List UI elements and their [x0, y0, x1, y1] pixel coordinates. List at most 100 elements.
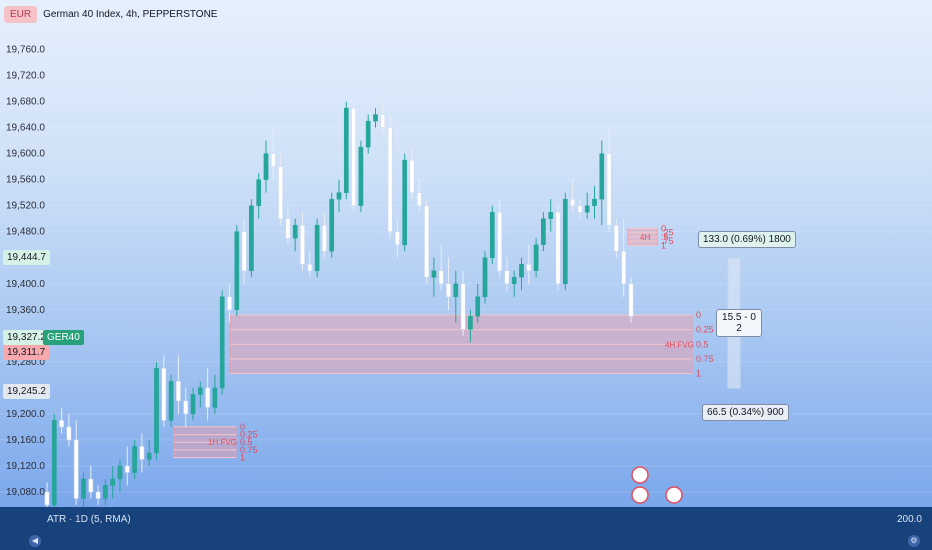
candle-body: [402, 159, 408, 245]
candle-body: [292, 224, 298, 239]
candle-body: [570, 198, 575, 206]
candle-body: [489, 211, 495, 258]
candle-body: [154, 368, 159, 454]
candle-body: [183, 400, 189, 415]
fvg-4h-label: 4H FVG: [665, 340, 694, 349]
settings-icon[interactable]: ⚙: [908, 535, 920, 547]
candle-body: [380, 114, 386, 128]
price-tag-red: 19,311.7: [3, 345, 50, 360]
candle-body: [614, 224, 619, 252]
fvg-1h-fib-label: 1: [240, 453, 245, 463]
candle-body: [176, 381, 181, 402]
event-icon: [665, 486, 683, 504]
candle-body: [541, 218, 546, 245]
y-tick-label: 19,360.0: [6, 305, 45, 316]
candle-body: [628, 283, 634, 317]
candle-body: [468, 316, 473, 330]
candle-body: [416, 192, 422, 206]
atr-value: 200.0: [896, 514, 922, 525]
candle-body: [285, 218, 291, 239]
chart-header: EUR German 40 Index, 4h, PEPPERSTONE: [4, 4, 217, 24]
candle-body: [606, 153, 612, 226]
currency-badge[interactable]: EUR: [4, 5, 38, 23]
y-tick-label: 19,560.0: [6, 175, 45, 186]
y-tick-label: 19,160.0: [6, 435, 45, 446]
candle-body: [365, 120, 371, 148]
position-ratio[interactable]: 15.5 - 0 2: [716, 309, 762, 337]
candle-body: [234, 231, 240, 311]
y-tick-label: 19,680.0: [6, 97, 45, 108]
fvg-4h-fib-label: 0.25: [696, 325, 714, 335]
candle-body: [533, 244, 539, 272]
candle-body: [314, 224, 320, 272]
candle-body: [73, 439, 79, 499]
candle-body: [278, 166, 283, 219]
candle-body: [59, 420, 64, 428]
candle-body: [205, 387, 210, 408]
y-tick-label: 19,200.0: [6, 409, 45, 420]
symbol-tag: GER40: [43, 330, 84, 345]
position-stop[interactable]: 66.5 (0.34%) 900: [702, 404, 789, 421]
fvg-tiny-fib-label: .75: [661, 236, 674, 246]
fvg-4h-fib-label: 1: [696, 369, 701, 379]
fvg-tiny-label: 4H: [640, 233, 650, 242]
candle-body: [424, 205, 429, 278]
price-tag-last: 19,444.7: [3, 250, 50, 265]
candle-body: [146, 452, 152, 460]
candle-body: [453, 283, 459, 298]
candle-body: [329, 198, 335, 252]
y-tick-label: 19,480.0: [6, 227, 45, 238]
candle-body: [621, 250, 627, 285]
candle-body: [227, 296, 232, 311]
candle-body: [577, 205, 583, 213]
candle-body: [599, 153, 605, 200]
candle-body: [139, 446, 145, 460]
event-icon: [631, 486, 649, 504]
candle-body: [497, 211, 502, 272]
y-tick-label: 19,600.0: [6, 149, 45, 160]
candle-body: [256, 179, 262, 206]
candle-body: [66, 426, 72, 441]
navigate-icon[interactable]: ◀: [29, 535, 41, 547]
candle-body: [241, 231, 247, 272]
candle-body: [373, 114, 378, 122]
candle-body: [460, 283, 466, 330]
candle-body: [81, 478, 86, 499]
fvg-1h-fib-label: 0.25: [240, 430, 258, 440]
candle-body: [95, 491, 101, 499]
symbol-title: German 40 Index, 4h, PEPPERSTONE: [43, 8, 218, 20]
y-tick-label: 19,080.0: [6, 487, 45, 498]
y-tick-label: 19,520.0: [6, 201, 45, 212]
y-tick-label: 19,720.0: [6, 71, 45, 82]
fvg-4h-fib-label: 0: [696, 310, 701, 320]
atr-indicator-label[interactable]: ATR · 1D (5, RMA): [47, 514, 131, 525]
fvg-tiny-fib-label: .25: [661, 228, 674, 238]
fvg-1h-fib-label: 0.75: [240, 445, 258, 455]
price-tag-current: 19,327.2: [3, 330, 50, 345]
fvg-1h-fib-label: 0.5: [240, 437, 253, 447]
fvg-4h-fib-label: 0.75: [696, 354, 714, 364]
fvg-tiny-fib-label: .5: [661, 232, 669, 242]
candle-body: [584, 205, 590, 213]
ratio-line-2: 2: [736, 323, 742, 334]
candle-body: [51, 420, 57, 506]
candle-body: [592, 198, 597, 206]
candle-body: [88, 478, 94, 493]
fvg-1h-label: 1H FVG: [208, 438, 237, 447]
candle-body: [431, 270, 437, 278]
candle-body: [482, 257, 488, 298]
candle-body: [110, 478, 116, 486]
fvg-tiny-fib-label: 1: [661, 240, 666, 250]
candle-body: [190, 394, 196, 415]
candle-body: [511, 277, 517, 285]
y-tick-label: 19,400.0: [6, 279, 45, 290]
candle-body: [446, 283, 451, 298]
candle-body: [132, 446, 137, 473]
candle-body: [336, 192, 342, 200]
ratio-line-1: 15.5 - 0: [722, 312, 756, 323]
candle-body: [270, 153, 276, 167]
position-target[interactable]: 133.0 (0.69%) 1800: [698, 231, 796, 248]
y-tick-label: 19,640.0: [6, 123, 45, 134]
